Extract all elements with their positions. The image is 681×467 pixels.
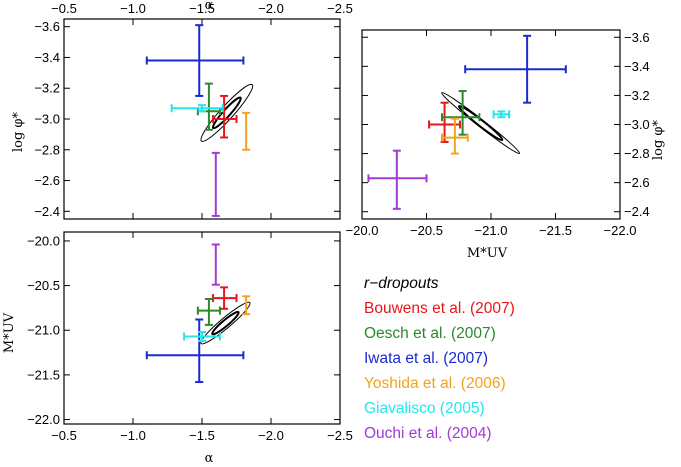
legend-entry-ouchi: Ouchi et al. (2004): [364, 425, 492, 442]
legend-entry-iwata: Iwata et al. (2007): [364, 350, 488, 367]
point-ouchi-et-al-2004: [211, 243, 220, 286]
x-tick-label: −1.5: [189, 428, 215, 443]
x-tick-label: −21.0: [475, 223, 508, 238]
confidence-contour: [457, 104, 504, 142]
point-iwata-et-al-2007: [464, 34, 567, 104]
x-axis-label: α: [205, 0, 214, 13]
point-ouchi-et-al-2004: [211, 151, 220, 217]
x-tick-label: −20.0: [346, 223, 379, 238]
point-bouwens-et-al-2007: [212, 94, 238, 139]
point-iwata-et-al-2007: [145, 24, 245, 97]
point-yoshida-et-al-2006: [440, 117, 469, 155]
x-tick-label: −2.5: [327, 1, 353, 16]
y-tick-label: −21.5: [27, 367, 60, 382]
point-giavalisco-2005: [492, 110, 511, 119]
point-giavalisco-2005: [183, 331, 221, 342]
x-tick-label: −2.0: [258, 1, 284, 16]
plot-frame: [361, 29, 621, 220]
legend-entry-oesch: Oesch et al. (2007): [364, 325, 496, 342]
y-tick-label: −3.4: [34, 50, 60, 65]
legend-entry-yoshida: Yoshida et al. (2006): [364, 375, 506, 392]
point-yoshida-et-al-2006: [242, 295, 251, 316]
y-tick-label: −3.6: [34, 19, 60, 34]
x-axis-label: M*UV: [467, 246, 508, 261]
x-axis-label: α: [205, 451, 214, 466]
x-tick-label: −0.5: [51, 428, 77, 443]
panel-alpha-vs-muv: −0.5 −1.0 −1.5 −2.0 −2.5 −20.0 −20.5 −21.0 −21.5…: [2, 231, 353, 466]
y-tick-label: −2.6: [624, 175, 650, 190]
y-tick-label: −21.0: [27, 323, 60, 338]
confidence-contour: [441, 92, 521, 155]
x-tick-label: −1.5: [189, 1, 215, 16]
x-tick-label: −2.0: [258, 428, 284, 443]
legend-entry-giavalisco: Giavalisco (2005): [364, 400, 485, 417]
x-tick-label: −21.5: [539, 223, 572, 238]
y-tick-label: −3.0: [34, 112, 60, 127]
x-tick-label: −1.0: [120, 1, 146, 16]
y-tick-label: −3.6: [624, 30, 650, 45]
y-tick-label: −2.8: [34, 142, 60, 157]
confidence-contour: [200, 301, 251, 345]
point-oesch-et-al-2007: [196, 297, 221, 326]
y-tick-label: −2.8: [624, 146, 650, 161]
x-tick-label: −0.5: [51, 1, 77, 16]
plot-frame: [63, 18, 341, 220]
y-tick-label: −3.4: [624, 59, 650, 74]
y-axis-label: M*UV: [2, 312, 17, 353]
legend-entry-bouwens: Bouwens et al. (2007): [364, 300, 515, 317]
panel-muv-vs-logphi: −20.0 −20.5 −21.0 −21.5 −22.0 −2.4 −2.6 −2.8 −3.…: [346, 29, 666, 261]
point-yoshida-et-al-2006: [242, 111, 251, 151]
y-tick-label: −20.5: [27, 278, 60, 293]
y-tick-label: −22.0: [27, 412, 60, 427]
point-giavalisco-2005: [170, 104, 224, 113]
panel-alpha-vs-logphi: −0.5 −1.0 −1.5 −2.0 −2.5 −2.4 −2.6 −2.8 −3.0 −3.2…: [11, 0, 353, 220]
y-tick-label: −3.2: [34, 81, 60, 96]
x-tick-label: −22.0: [604, 223, 637, 238]
x-tick-label: −20.5: [410, 223, 443, 238]
y-tick-label: −2.6: [34, 173, 60, 188]
x-tick-label: −2.5: [327, 428, 353, 443]
y-axis-label: log φ*: [651, 119, 666, 160]
y-tick-label: −2.4: [34, 204, 60, 219]
point-iwata-et-al-2007: [145, 318, 245, 384]
legend: r−dropouts Bouwens et al. (2007) Oesch e…: [364, 275, 515, 442]
confidence-contour: [211, 310, 240, 336]
confidence-contour: [211, 96, 242, 130]
y-tick-label: −3.0: [624, 117, 650, 132]
y-tick-label: −2.4: [624, 204, 650, 219]
y-tick-label: −20.0: [27, 233, 60, 248]
plot-frame: [63, 231, 341, 425]
legend-title: r−dropouts: [364, 275, 439, 292]
y-tick-label: −3.2: [624, 88, 650, 103]
point-ouchi-et-al-2004: [367, 149, 428, 210]
x-tick-label: −1.0: [120, 428, 146, 443]
point-bouwens-et-al-2007: [212, 286, 238, 310]
point-oesch-et-al-2007: [440, 90, 481, 136]
y-axis-label: log φ*: [11, 111, 26, 152]
